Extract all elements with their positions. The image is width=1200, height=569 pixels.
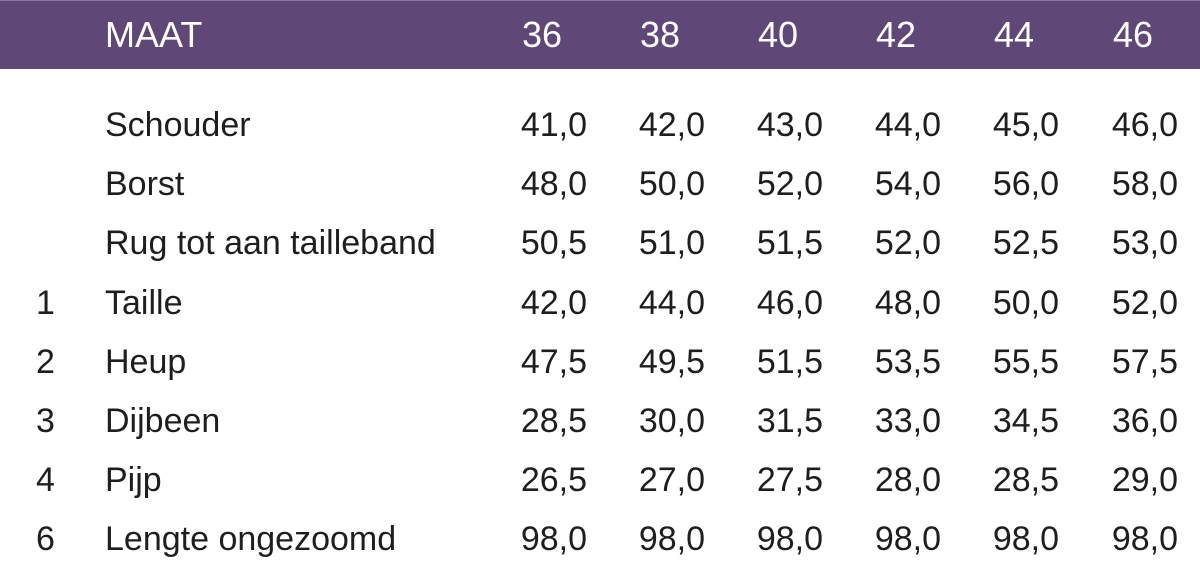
header-size-44: 44 xyxy=(993,14,1035,55)
cell-value: 47,5 xyxy=(520,342,587,381)
cell-value: 98,0 xyxy=(874,520,941,559)
table-row: 3 Dijbeen 28,5 30,0 31,5 33,0 34,5 36,0 xyxy=(0,392,1200,451)
cell-value: 52,5 xyxy=(992,224,1059,263)
cell-value: 42,0 xyxy=(520,283,587,322)
row-label: Pijp xyxy=(105,461,162,500)
cell-value: 51,5 xyxy=(756,342,823,381)
cell-value: 44,0 xyxy=(874,106,941,144)
cell-value: 36,0 xyxy=(1111,402,1178,440)
header-size-42: 42 xyxy=(875,14,917,55)
cell-value: 26,5 xyxy=(520,461,587,500)
table-row: Rug tot aan tailleband 50,5 51,0 51,5 52,0 52… xyxy=(0,214,1200,273)
cell-value: 41,0 xyxy=(520,106,587,144)
row-label: Borst xyxy=(105,165,185,204)
cell-value: 42,0 xyxy=(638,106,705,144)
header-label: MAAT xyxy=(105,14,203,55)
cell-value: 51,5 xyxy=(756,224,823,263)
cell-value: 50,0 xyxy=(992,283,1059,322)
header-size-46: 46 xyxy=(1112,14,1154,55)
cell-value: 98,0 xyxy=(520,520,587,559)
cell-value: 49,5 xyxy=(638,342,705,381)
row-number: 4 xyxy=(36,461,55,500)
header-size-38: 38 xyxy=(639,14,681,55)
header-size-36: 36 xyxy=(521,14,563,55)
cell-value: 56,0 xyxy=(992,165,1059,204)
cell-value: 28,0 xyxy=(874,461,941,500)
cell-value: 43,0 xyxy=(756,106,823,144)
table-row: 4 Pijp 26,5 27,0 27,5 28,0 28,5 29,0 xyxy=(0,451,1200,510)
cell-value: 46,0 xyxy=(1111,106,1178,144)
row-number: 2 xyxy=(36,342,55,381)
cell-value: 48,0 xyxy=(874,283,941,322)
row-label: Taille xyxy=(105,283,183,322)
row-label: Rug tot aan tailleband xyxy=(105,224,436,263)
row-label: Dijbeen xyxy=(105,402,221,440)
table-row: 1 Taille 42,0 44,0 46,0 48,0 50,0 52,0 xyxy=(0,274,1200,333)
cell-value: 48,0 xyxy=(520,165,587,204)
cell-value: 51,0 xyxy=(638,224,705,263)
row-number: 6 xyxy=(36,520,55,559)
cell-value: 53,5 xyxy=(874,342,941,381)
cell-value: 98,0 xyxy=(756,520,823,559)
cell-value: 44,0 xyxy=(638,283,705,322)
cell-value: 52,0 xyxy=(756,165,823,204)
cell-value: 50,0 xyxy=(638,165,705,204)
cell-value: 55,5 xyxy=(992,342,1059,381)
table-row: 6 Lengte ongezoomd 98,0 98,0 98,0 98,0 98,0 98,… xyxy=(0,510,1200,569)
cell-value: 52,0 xyxy=(1111,283,1178,322)
row-label: Heup xyxy=(105,342,187,381)
cell-value: 45,0 xyxy=(992,106,1059,144)
cell-value: 54,0 xyxy=(874,165,941,204)
row-label: Schouder xyxy=(105,106,251,144)
cell-value: 98,0 xyxy=(992,520,1059,559)
cell-value: 52,0 xyxy=(874,224,941,263)
row-label: Lengte ongezoomd xyxy=(105,520,397,559)
cell-value: 28,5 xyxy=(520,402,587,440)
cell-value: 57,5 xyxy=(1111,342,1178,381)
row-number: 1 xyxy=(36,283,55,322)
cell-value: 27,5 xyxy=(756,461,823,500)
header-size-40: 40 xyxy=(757,14,799,55)
row-number: 3 xyxy=(36,402,55,440)
table-header: MAAT 36 38 40 42 44 46 xyxy=(0,0,1200,69)
cell-value: 58,0 xyxy=(1111,165,1178,204)
table-row: Borst 48,0 50,0 52,0 54,0 56,0 58,0 xyxy=(0,155,1200,214)
cell-value: 46,0 xyxy=(756,283,823,322)
cell-value: 98,0 xyxy=(1111,520,1178,559)
cell-value: 53,0 xyxy=(1111,224,1178,263)
cell-value: 98,0 xyxy=(638,520,705,559)
table-row: Schouder 41,0 42,0 43,0 44,0 45,0 46,0 xyxy=(0,96,1200,155)
cell-value: 34,5 xyxy=(992,402,1059,440)
table-row: 2 Heup 47,5 49,5 51,5 53,5 55,5 57,5 xyxy=(0,333,1200,392)
cell-value: 27,0 xyxy=(638,461,705,500)
cell-value: 28,5 xyxy=(992,461,1059,500)
cell-value: 31,5 xyxy=(756,402,823,440)
cell-value: 30,0 xyxy=(638,402,705,440)
cell-value: 50,5 xyxy=(520,224,587,263)
cell-value: 29,0 xyxy=(1111,461,1178,500)
cell-value: 33,0 xyxy=(874,402,941,440)
